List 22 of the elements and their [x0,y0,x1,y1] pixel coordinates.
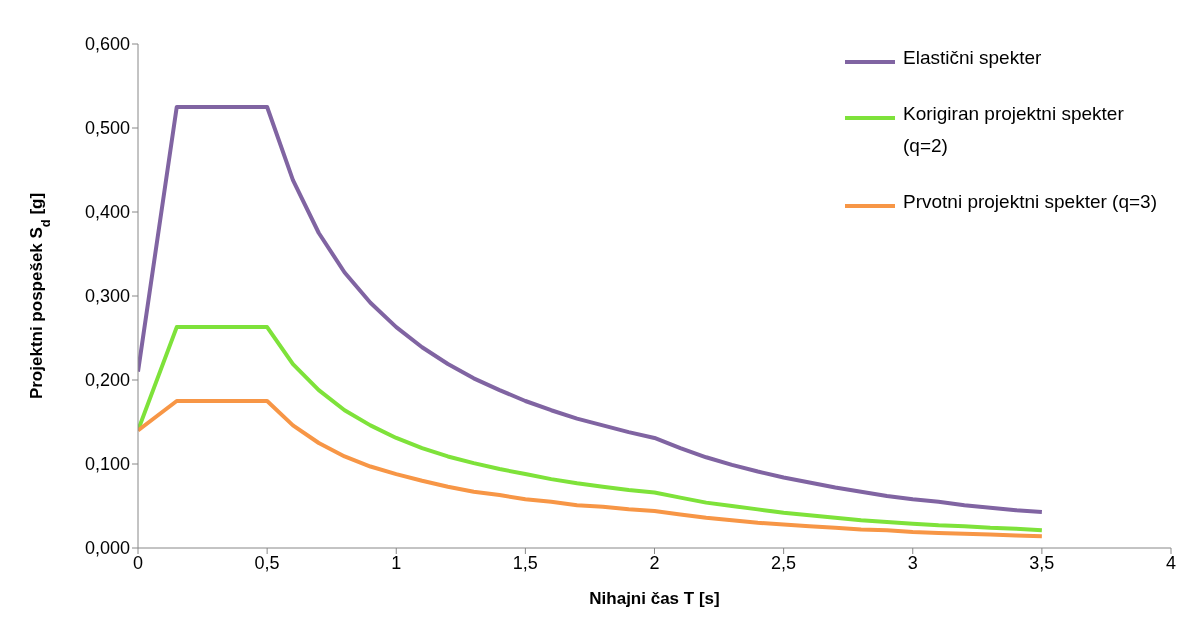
y-tick-label: 0,500 [84,118,130,139]
x-tick-label: 3,5 [1029,552,1055,573]
x-tick-label: 4 [1165,552,1177,573]
y-tick-label: 0,600 [84,34,130,55]
x-tick-label: 1 [391,552,402,573]
legend-label: Korigiran projektni spekter (q=2) [903,102,1125,158]
legend-label: Elastični spekter [903,46,1043,70]
x-tick-label: 1,5 [512,552,538,573]
line-series [138,325,1044,533]
line-series [138,399,1044,539]
y-tick-label: 0,200 [84,370,130,391]
y-tick-label: 0,300 [84,286,130,307]
legend-label: Prvotni projektni spekter (q=3) [903,190,1158,214]
x-tick-label: 0,5 [254,552,280,573]
y-tick-label: 0,100 [84,454,130,475]
x-tick-label: 0 [132,552,144,573]
x-tick-label: 2 [649,552,660,573]
x-axis-title: Nihajni čas T [s] [589,589,720,608]
x-tick-label: 2,5 [771,552,797,573]
y-tick-label: 0,000 [84,538,130,559]
x-tick-label: 3 [907,552,918,573]
y-tick-label: 0,400 [84,202,130,223]
